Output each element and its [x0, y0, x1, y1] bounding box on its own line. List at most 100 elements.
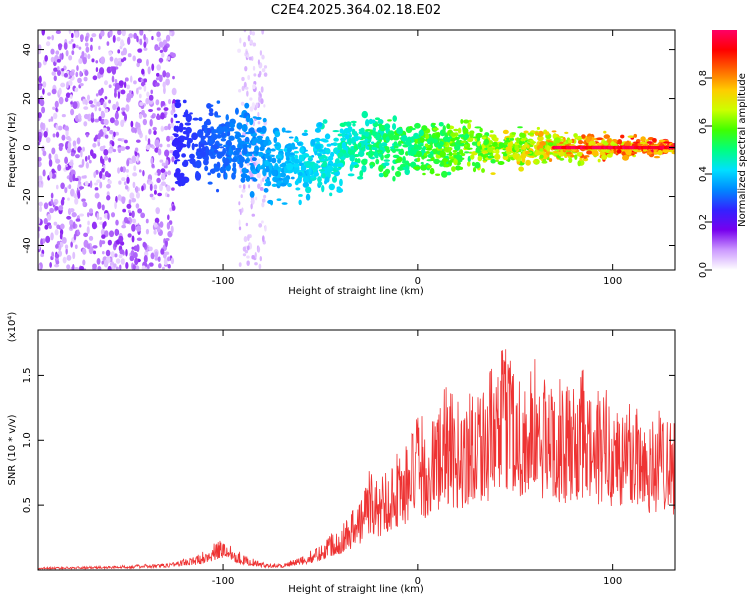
spectrogram-cell — [146, 264, 150, 269]
spectrogram-cell — [57, 43, 63, 48]
spectrogram-cell — [279, 163, 286, 168]
spectrogram-cell — [139, 30, 144, 36]
spectrogram-cell — [343, 130, 348, 134]
spectrogram-cell — [55, 124, 59, 131]
spectrogram-cell — [158, 57, 164, 63]
spectrogram-cell — [577, 160, 581, 167]
spectrogram-cell — [541, 160, 548, 164]
spectrogram-cell — [106, 41, 110, 46]
spectrogram-cell — [294, 154, 298, 160]
spectrogram-cell — [436, 132, 441, 138]
spectrogram-cell — [71, 32, 74, 39]
spectrogram-cell — [333, 137, 339, 142]
spectrogram-cell — [639, 141, 647, 145]
spectrogram-cell — [108, 157, 112, 163]
spectrogram-cell — [135, 186, 139, 193]
spectrogram-cell — [466, 161, 471, 167]
spectrogram-cell — [115, 266, 119, 270]
spectrogram-cell — [206, 103, 212, 109]
spectrogram-cell — [248, 128, 252, 133]
spectrogram-cell — [213, 166, 221, 172]
spectrogram-cell — [527, 132, 534, 136]
spectrogram-cell — [448, 157, 455, 160]
spectrogram-cell — [294, 180, 299, 186]
snr-y-label: SNR (10 * v/v) — [7, 414, 18, 485]
spectrogram-cell — [332, 142, 338, 147]
spectrogram-cell — [38, 217, 41, 225]
spectrogram-cell — [251, 140, 256, 145]
spectrogram-cell — [263, 194, 267, 199]
colorbar: 0.0 0.2 0.4 0.6 0.8 Normalized spectral ampl… — [698, 30, 748, 278]
spectrogram-cell — [165, 34, 171, 42]
spectrogram-cell — [84, 35, 89, 42]
spectrogram-cell — [350, 120, 357, 124]
spectrogram-cell — [248, 153, 253, 157]
spectrogram-cell — [198, 117, 203, 122]
spectrogram-cell — [201, 146, 207, 152]
spectrogram-cell — [61, 237, 67, 244]
spectrogram-cell — [213, 149, 219, 154]
spectrogram-cell — [96, 257, 101, 265]
spectrogram-cell — [302, 181, 310, 188]
spectrogram-cell — [379, 127, 383, 131]
spectrogram-cell — [167, 170, 172, 176]
spectrogram-cell — [428, 137, 434, 142]
spectrogram-cell — [545, 131, 550, 136]
spectrogram-cell — [248, 170, 252, 175]
spectrogram-cell — [383, 159, 390, 162]
spectrogram-cell — [82, 98, 86, 105]
spectrogram-cell — [92, 143, 97, 148]
spectrogram-cell — [400, 134, 408, 142]
spectrogram-cell — [38, 85, 42, 91]
spectrogram-cell — [308, 167, 312, 175]
spectrogram-cell — [86, 243, 91, 250]
spectrogram-cell — [253, 150, 258, 153]
spectrogram-cell — [658, 139, 666, 142]
spectrogram-cell — [90, 112, 94, 119]
spectrogram-cell — [532, 160, 537, 163]
x-tick-label: 0 — [415, 576, 421, 587]
spectrogram-cell — [375, 158, 380, 165]
y-tick-label: -40 — [22, 237, 33, 253]
spectrogram-cell — [170, 117, 174, 124]
spectrogram-cell — [251, 255, 255, 260]
spectrogram-cell — [56, 59, 61, 63]
spectrogram-cell — [482, 136, 487, 139]
spectrogram-cell — [160, 168, 166, 174]
spectrogram-cell — [133, 80, 137, 85]
spectrogram-cell — [536, 126, 541, 130]
spectrogram-cell — [82, 146, 85, 152]
spectrogram-cell — [298, 199, 302, 206]
spectrogram-cell — [373, 152, 379, 158]
spectrogram-cell — [601, 154, 608, 160]
spectrogram-cell — [229, 127, 235, 132]
spectrogram-cell — [151, 35, 154, 41]
spectrogram-cell — [361, 141, 365, 148]
spectrogram-cell — [110, 212, 116, 218]
spectrogram-cell — [534, 131, 539, 136]
spectrogram-cell — [264, 224, 267, 232]
spectrogram-cell — [347, 173, 355, 177]
spectrogram-cell — [397, 166, 404, 171]
spectrogram-cell — [437, 145, 442, 149]
spectrogram-cell — [313, 171, 320, 177]
spectrogram-cell — [148, 94, 154, 101]
spectrogram-cell — [77, 77, 82, 84]
spectrogram-cell — [38, 75, 42, 84]
spectrogram-cell — [368, 150, 372, 159]
spectrogram-cell — [157, 192, 163, 197]
spectrogram-cell — [165, 159, 169, 167]
spectrogram-cell — [159, 183, 163, 192]
spectrogram-cell — [252, 42, 257, 47]
spectrogram-cell — [505, 146, 512, 152]
spectrogram-cell — [357, 158, 361, 164]
spectrogram-cell — [172, 133, 178, 136]
spectrogram-cell — [129, 255, 135, 262]
spectrogram-cell — [257, 246, 261, 253]
colorbar-tick-label: 0.8 — [698, 70, 709, 86]
spectrogram-cell — [48, 224, 52, 230]
spectrogram-cell — [474, 161, 481, 169]
spectrogram-cell — [511, 132, 516, 135]
spectrogram-cell — [169, 135, 174, 141]
spectrogram-cell — [180, 135, 186, 140]
